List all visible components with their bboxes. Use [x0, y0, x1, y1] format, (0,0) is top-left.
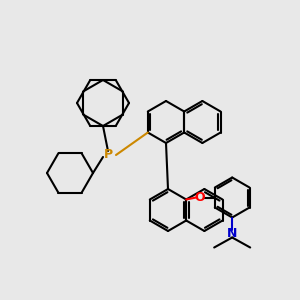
Text: P: P	[103, 148, 112, 161]
Text: O: O	[195, 191, 206, 204]
Text: N: N	[227, 227, 237, 240]
